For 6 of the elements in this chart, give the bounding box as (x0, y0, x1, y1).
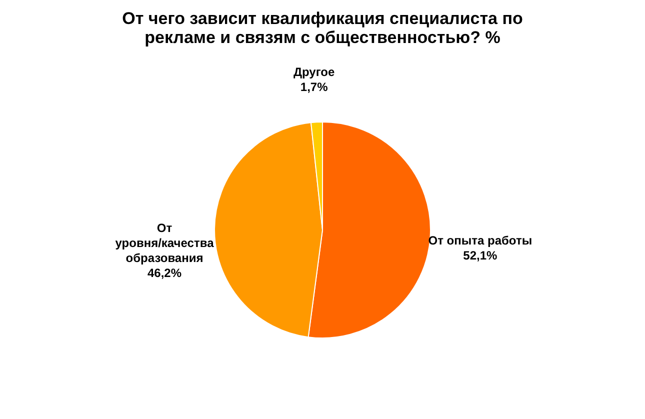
data-label: 46,2% (147, 266, 182, 280)
slice-label: Другое (293, 65, 336, 80)
slice-label: От уровня/качества образования (115, 221, 214, 266)
chart-title: От чего зависит квалификация специалиста по рекламе и связям с общественностью? % (122, 9, 523, 47)
data-label: 1,7% (300, 80, 328, 94)
data-label: 52,1% (463, 248, 498, 262)
